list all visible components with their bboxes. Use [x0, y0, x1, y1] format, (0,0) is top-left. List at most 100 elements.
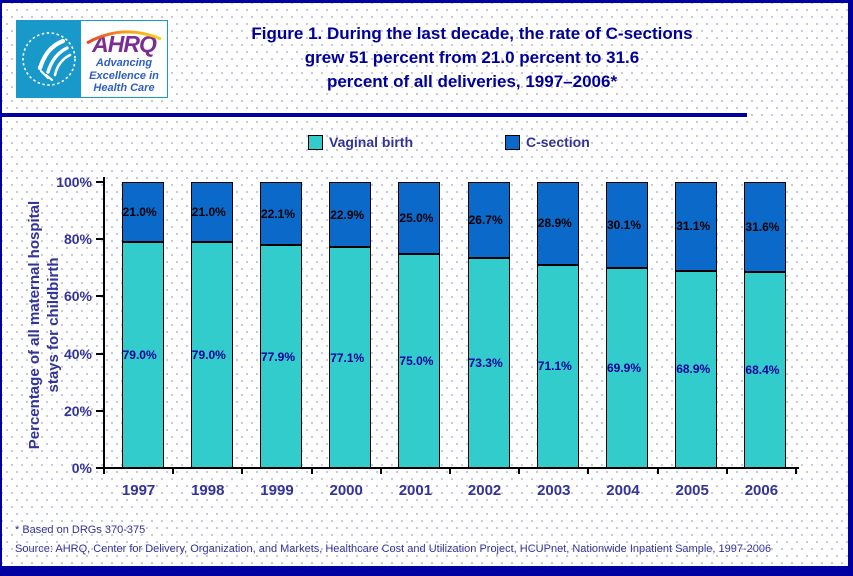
x-category-label-2004: 2004	[606, 482, 640, 499]
x-category-label-2002: 2002	[467, 482, 502, 499]
ahrq-arc-icon	[86, 30, 162, 45]
vaginal-value-label-2004: 69.9%	[607, 361, 642, 376]
legend-item-vaginal: Vaginal birth	[308, 134, 413, 150]
vaginal-value-label-2002: 73.3%	[468, 356, 503, 371]
vaginal-value-label-2001: 75.0%	[399, 353, 434, 368]
legend-label-vaginal: Vaginal birth	[329, 134, 414, 150]
x-tick-mark	[587, 468, 590, 474]
x-tick-mark	[725, 468, 728, 474]
x-category-label-1998: 1998	[191, 482, 225, 499]
y-axis-title-line2: stays for childbirth	[45, 257, 62, 393]
x-category-label-2005: 2005	[675, 482, 709, 499]
ahrq-tagline-line1: Advancing	[95, 57, 153, 69]
bar-segment-csection-1999	[260, 182, 302, 246]
legend-swatch-csection	[505, 134, 520, 150]
x-tick-mark	[518, 468, 521, 474]
y-tick-mark	[96, 352, 104, 355]
x-tick-mark	[172, 468, 175, 474]
csection-value-label-2000: 22.9%	[330, 207, 365, 222]
csection-value-label-2001: 25.0%	[399, 210, 434, 225]
x-tick-mark	[241, 468, 244, 474]
hhs-seal	[17, 21, 81, 97]
vaginal-value-label-2006: 68.4%	[745, 363, 780, 378]
ahrq-tagline-line3: Health Care	[93, 82, 155, 94]
x-tick-mark	[379, 468, 382, 474]
y-tick-mark	[96, 295, 104, 298]
csection-value-label-2003: 28.9%	[537, 216, 572, 231]
ahrq-tagline-line2: Excellence in	[89, 69, 159, 82]
csection-value-label-2006: 31.6%	[745, 220, 780, 235]
footnote: * Based on DRGs 370-375	[15, 524, 146, 536]
legend-swatch-vaginal	[308, 134, 323, 150]
x-tick-mark	[795, 468, 797, 474]
y-tick-mark	[96, 467, 104, 469]
bar-segment-vaginal-2002	[467, 258, 510, 468]
csection-value-label-2004: 30.1%	[607, 218, 642, 233]
bar-segment-csection-2002	[467, 182, 510, 259]
vaginal-value-label-1999: 77.9%	[261, 349, 296, 364]
csection-value-label-1999: 22.1%	[261, 206, 296, 221]
csection-value-label-2002: 26.7%	[468, 213, 503, 228]
bar-segment-vaginal-1997	[121, 242, 164, 468]
bar-segment-csection-2000	[329, 182, 372, 248]
x-tick-mark	[656, 468, 659, 474]
ahrq-logo-text-block: AHRQ Advancing Excellence in Health Care	[81, 21, 167, 97]
header-divider	[2, 113, 747, 117]
hhs-eagle-icon	[22, 32, 76, 86]
bar-segment-vaginal-2003	[536, 264, 579, 468]
csection-value-label-1997: 21.0%	[122, 205, 157, 220]
csection-value-label-1998: 21.0%	[191, 205, 226, 220]
bar-segment-vaginal-2006	[744, 272, 787, 468]
ahrq-logo: AHRQ Advancing Excellence in Health Care	[16, 20, 168, 98]
x-category-label-1999: 1999	[260, 482, 294, 499]
x-category-label-2003: 2003	[537, 482, 571, 499]
source-line: Source: AHRQ, Center for Delivery, Organ…	[15, 543, 772, 555]
bar-segment-csection-1998	[190, 182, 233, 243]
y-tick-label: 40%	[63, 345, 92, 362]
bar-segment-csection-2001	[398, 182, 441, 254]
csection-value-label-2005: 31.1%	[676, 219, 711, 234]
vaginal-value-label-1997: 79.0%	[122, 348, 157, 363]
bar-segment-csection-1997	[121, 182, 164, 243]
vaginal-value-label-2005: 68.9%	[676, 362, 711, 377]
vaginal-value-label-2000: 77.1%	[330, 350, 365, 365]
x-category-label-1997: 1997	[121, 482, 156, 499]
x-category-label-2000: 2000	[329, 482, 363, 499]
figure-title: Figure 1. During the last decade, the ra…	[172, 22, 772, 94]
y-axis-line	[103, 177, 105, 469]
y-tick-mark	[96, 181, 104, 183]
bar-segment-vaginal-1999	[260, 245, 302, 468]
bar-segment-csection-2003	[536, 182, 579, 265]
x-tick-mark	[449, 468, 451, 474]
x-category-label-2006: 2006	[744, 482, 779, 499]
vaginal-value-label-2003: 71.1%	[537, 359, 572, 374]
bar-segment-csection-2004	[606, 182, 648, 269]
figure-title-line3: percent of all deliveries, 1997–2006*	[326, 72, 618, 91]
bar-segment-csection-2005	[675, 182, 718, 271]
x-axis-line	[103, 467, 799, 469]
y-tick-label: 100%	[56, 174, 92, 190]
y-tick-label: 80%	[63, 231, 92, 248]
y-tick-label: 60%	[63, 288, 92, 305]
vaginal-value-label-1998: 79.0%	[191, 348, 226, 363]
bar-segment-vaginal-2000	[329, 247, 372, 468]
y-axis-title-line1: Percentage of all maternal hospital	[26, 200, 43, 450]
y-tick-mark	[96, 238, 104, 241]
legend-item-csection: C-section	[505, 134, 590, 150]
x-tick-mark	[103, 468, 105, 474]
y-tick-label: 0%	[71, 460, 92, 476]
y-tick-mark	[96, 409, 104, 412]
figure-title-line1: Figure 1. During the last decade, the ra…	[251, 24, 693, 43]
bar-segment-vaginal-2001	[398, 253, 441, 468]
bar-segment-vaginal-2005	[675, 270, 718, 468]
x-tick-mark	[310, 468, 313, 474]
x-category-label-2001: 2001	[398, 482, 433, 499]
figure-title-line2: grew 51 percent from 21.0 percent to 31.…	[304, 48, 640, 67]
legend-label-csection: C-section	[526, 134, 590, 150]
bar-segment-vaginal-1998	[190, 242, 233, 468]
y-axis-title: Percentage of all maternal hospital stay…	[25, 165, 63, 485]
y-tick-label: 20%	[63, 402, 92, 419]
bar-segment-vaginal-2004	[606, 268, 648, 468]
bar-segment-csection-2006	[744, 182, 787, 273]
